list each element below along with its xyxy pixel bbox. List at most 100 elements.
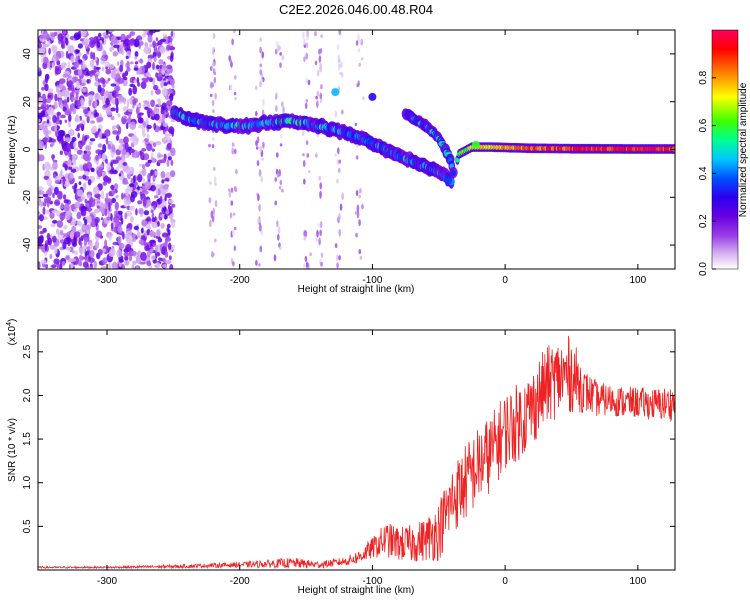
spectrogram-cell xyxy=(89,249,95,258)
spectrogram-cell xyxy=(338,159,342,164)
spectrogram-x-tick-label: 100 xyxy=(629,275,646,286)
spectrogram-cell xyxy=(142,132,147,138)
spectrogram-cell xyxy=(256,160,260,167)
spectrogram-cell xyxy=(155,37,159,42)
spectrogram-cell xyxy=(93,65,97,74)
spectrogram-cell xyxy=(80,30,87,37)
spectrogram-cell xyxy=(334,243,338,249)
spectrogram-cell xyxy=(141,167,147,177)
spectrogram-cell xyxy=(81,87,88,93)
spectrogram-cell xyxy=(168,76,172,82)
spectrogram-cell xyxy=(157,204,162,209)
spectrogram-cell xyxy=(152,77,156,86)
spectrogram-cell xyxy=(81,64,86,70)
spectrogram-cell xyxy=(339,203,343,211)
snr-series-line xyxy=(38,335,675,570)
spectrogram-cell xyxy=(211,82,215,88)
spectrogram-cell xyxy=(134,61,139,65)
spectrogram-cell xyxy=(112,159,119,164)
spectrogram-cell xyxy=(75,100,82,107)
spectrogram-cell xyxy=(319,66,322,73)
spectrogram-cell xyxy=(128,113,132,118)
spectrogram-cell xyxy=(227,188,231,192)
spectrogram-cell xyxy=(164,195,167,202)
spectrogram-cell xyxy=(159,195,163,204)
spectrogram-cell xyxy=(211,216,215,223)
spectrogram-cell xyxy=(146,133,150,140)
spectrogram-cell xyxy=(168,242,172,250)
spectrogram-cell xyxy=(229,84,233,90)
spectrogram-cell xyxy=(38,91,41,97)
spectrogram-cell xyxy=(209,181,212,185)
spectrogram-cell xyxy=(75,80,80,90)
spectrogram-cell xyxy=(123,97,126,105)
snr-y-multiplier-exp: 4 xyxy=(6,322,13,326)
spectrogram-cell xyxy=(305,261,309,268)
spectrogram-cell xyxy=(316,100,319,108)
spectrogram-cell xyxy=(233,75,237,80)
spectrogram-cell xyxy=(355,155,359,160)
spectrogram-cell xyxy=(158,59,164,65)
spectrogram-cell xyxy=(100,217,104,221)
spectrogram-cell xyxy=(149,30,157,34)
spectrogram-cell xyxy=(358,219,361,227)
spectrogram-cell xyxy=(230,200,234,206)
spectrogram-cell xyxy=(303,263,306,268)
spectrogram-cell xyxy=(144,180,152,190)
spectrogram-cell xyxy=(67,247,71,251)
spectrogram-cell xyxy=(163,137,167,144)
spectrogram-cell xyxy=(109,47,113,52)
spectrogram-cell xyxy=(102,248,106,253)
spectrogram-cell xyxy=(117,145,124,151)
spectrogram-cell xyxy=(354,122,358,126)
spectrogram-cell xyxy=(156,160,164,164)
spectrogram-cell xyxy=(166,159,170,168)
spectrogram-cell xyxy=(304,102,308,110)
spectrogram-cell xyxy=(171,84,175,89)
spectrogram-cell xyxy=(96,60,99,66)
spectrogram-cell xyxy=(147,173,152,181)
spectrogram-cell xyxy=(138,124,145,129)
spectrogram-cell xyxy=(97,143,103,148)
spectrogram-cell xyxy=(277,226,281,235)
figure-title: C2E2.2026.046.00.48.R04 xyxy=(279,2,433,17)
spectrogram-cell xyxy=(273,254,277,262)
spectrogram-cell xyxy=(127,108,134,113)
spectrogram-cell xyxy=(67,80,73,87)
spectrogram-cell xyxy=(161,179,165,184)
spectrogram-cell xyxy=(116,61,120,66)
spectrogram-cell xyxy=(140,251,147,261)
spectrogram-cell xyxy=(44,196,52,203)
spectrogram-cell xyxy=(38,225,42,229)
spectrogram-cell xyxy=(51,154,55,161)
spectrogram-cell xyxy=(59,150,63,156)
spectrogram-cell xyxy=(166,136,171,144)
spectrogram-cell xyxy=(162,184,169,190)
spectrogram-cell xyxy=(259,63,263,68)
spectrogram-cell xyxy=(306,153,310,158)
spectrogram-cell xyxy=(74,201,81,209)
spectrogram-cell xyxy=(134,56,138,60)
spectrogram-cell xyxy=(132,98,137,106)
spectrogram-cell xyxy=(63,203,70,212)
spectrogram-cell xyxy=(102,104,109,108)
snr-y-multiplier-base: (x10 xyxy=(7,325,18,345)
spectrogram-cell xyxy=(169,54,174,62)
spectrogram-cell xyxy=(52,219,58,224)
spectrogram-cell xyxy=(60,169,63,177)
colorbar: 0.0 0.2 0.4 0.6 0.8 Normalized spectral ampl… xyxy=(698,29,749,276)
spectrogram-cell xyxy=(67,75,72,79)
spectrogram-cell xyxy=(259,46,262,54)
spectrogram-cell xyxy=(258,222,262,226)
spectrogram-cell xyxy=(139,187,143,192)
spectrogram-cell xyxy=(166,192,173,199)
spectrogram-cell xyxy=(93,260,98,269)
spectrogram-cell xyxy=(124,111,130,116)
spectrogram-cell xyxy=(123,198,127,208)
spectrogram-cell xyxy=(334,110,338,118)
spectrogram-cell xyxy=(97,249,103,256)
spectrogram-cell xyxy=(59,263,63,269)
spectrogram-cell xyxy=(54,68,62,75)
spectrogram-cell xyxy=(56,120,60,125)
